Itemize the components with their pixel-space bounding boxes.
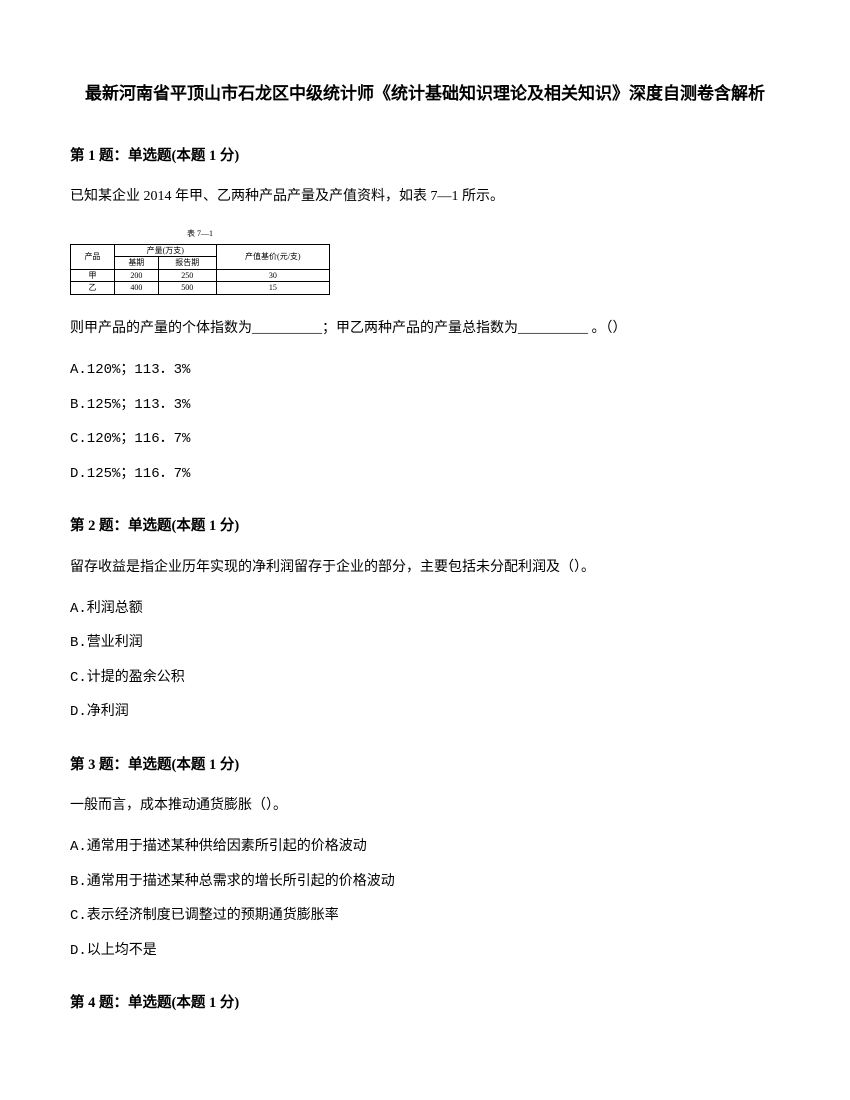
table-cell: 产值基价(元/支) [216,244,329,269]
document-title: 最新河南省平顶山市石龙区中级统计师《统计基础知识理论及相关知识》深度自测卷含解析 [70,80,780,107]
q1-option-d: D.125%；116．7% [70,461,780,488]
table-cell: 产量(万支) [114,244,216,257]
q2-option-d: D.净利润 [70,699,780,726]
q1-text-2: 则甲产品的产量的个体指数为__________；甲乙两种产品的产量总指数为___… [70,315,780,343]
q4-header: 第 4 题：单选题(本题 1 分) [70,990,780,1016]
table-cell: 200 [114,269,158,282]
table-cell: 报告期 [158,257,216,270]
q3-option-c: C.表示经济制度已调整过的预期通货膨胀率 [70,903,780,930]
table-cell: 500 [158,282,216,295]
q3-option-d: D.以上均不是 [70,938,780,965]
q2-option-b: B.营业利润 [70,630,780,657]
table-cell: 250 [158,269,216,282]
q2-option-a: A.利润总额 [70,596,780,623]
table-cell: 甲 [71,269,115,282]
q2-header: 第 2 题：单选题(本题 1 分) [70,513,780,539]
q2-option-c: C.计提的盈余公积 [70,665,780,692]
q1-table: 产品 产量(万支) 产值基价(元/支) 基期 报告期 甲 200 250 30 … [70,244,330,295]
q1-header: 第 1 题：单选题(本题 1 分) [70,143,780,169]
q1-text-1: 已知某企业 2014 年甲、乙两种产品产量及产值资料，如表 7—1 所示。 [70,183,780,211]
q3-option-b: B.通常用于描述某种总需求的增长所引起的价格波动 [70,869,780,896]
q1-table-block: 表 7—1 产品 产量(万支) 产值基价(元/支) 基期 报告期 甲 200 2… [70,227,780,295]
q1-option-a: A.120%；113．3% [70,357,780,384]
q3-header: 第 3 题：单选题(本题 1 分) [70,752,780,778]
table-cell: 乙 [71,282,115,295]
q1-option-b: B.125%；113．3% [70,392,780,419]
q3-text: 一般而言，成本推动通货膨胀（）。 [70,792,780,820]
q2-text: 留存收益是指企业历年实现的净利润留存于企业的部分，主要包括未分配利润及（）。 [70,554,780,582]
table-cell: 15 [216,282,329,295]
q1-option-c: C.120%；116．7% [70,426,780,453]
table-cell: 基期 [114,257,158,270]
q1-table-caption: 表 7—1 [70,227,330,241]
table-cell: 400 [114,282,158,295]
table-cell: 30 [216,269,329,282]
q3-option-a: A.通常用于描述某种供给因素所引起的价格波动 [70,834,780,861]
table-cell: 产品 [71,244,115,269]
